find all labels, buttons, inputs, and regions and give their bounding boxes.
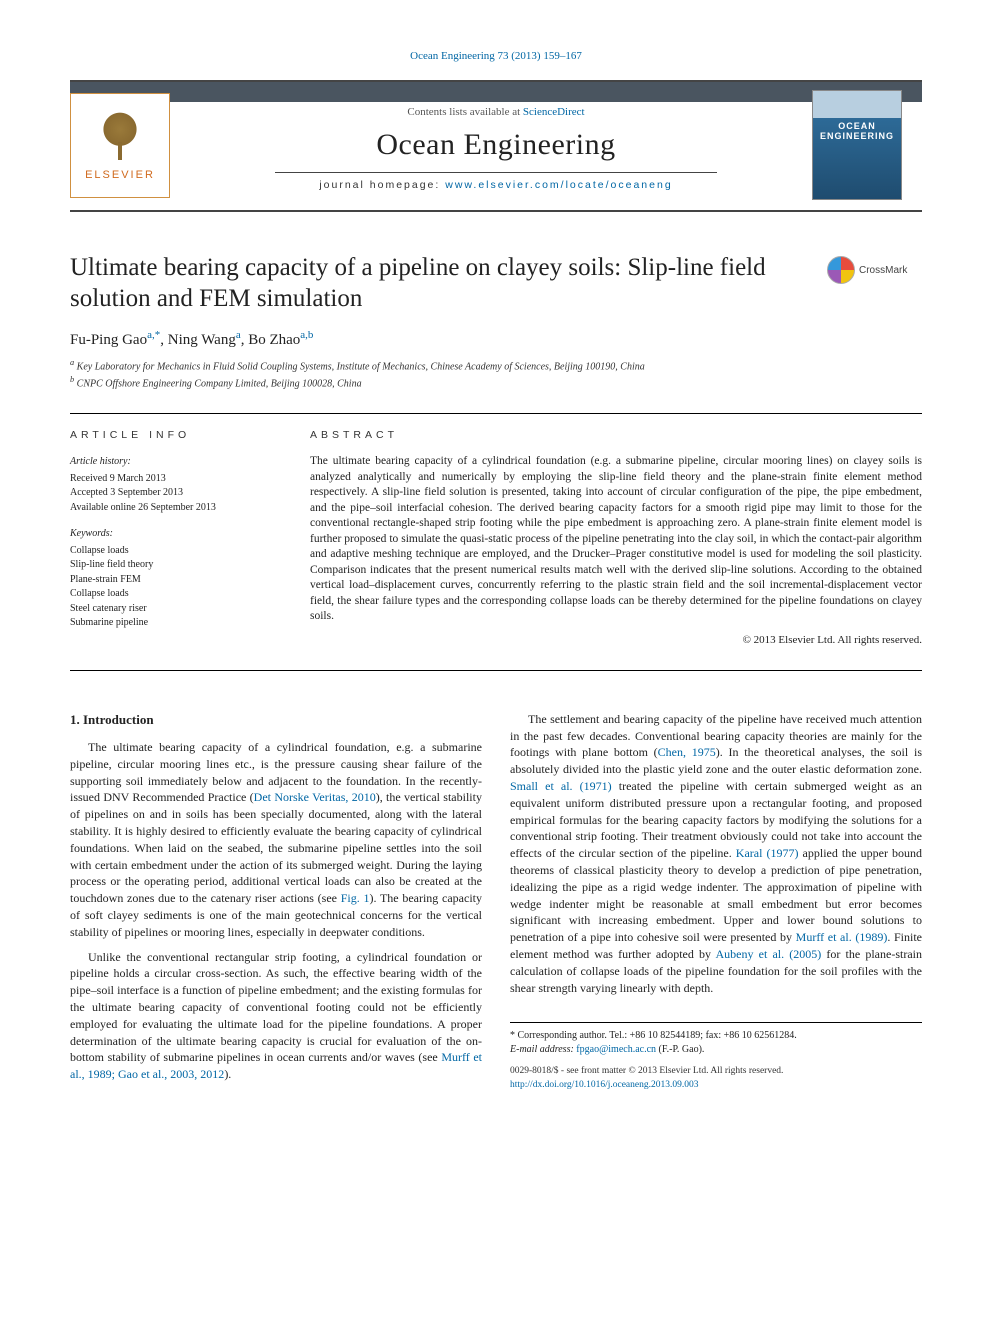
sciencedirect-link[interactable]: ScienceDirect [523,106,585,118]
email-label: E-mail address: [510,1044,576,1055]
footer-metadata: 0029-8018/$ - see front matter © 2013 El… [510,1065,922,1092]
paragraph: Unlike the conventional rectangular stri… [70,949,482,1083]
article-info: ARTICLE INFO Article history: Received 9… [70,428,270,648]
body-text: Unlike the conventional rectangular stri… [70,950,482,1014]
keyword: Collapse loads [70,544,270,559]
divider-bottom [70,670,922,671]
article-info-heading: ARTICLE INFO [70,428,270,443]
top-citation: Ocean Engineering 73 (2013) 159–167 [70,50,922,62]
journal-banner: ELSEVIER Contents lists available at Sci… [70,80,922,212]
homepage-label: journal homepage: [319,179,445,191]
body-text: ). [224,1067,231,1081]
abstract-block: ABSTRACT The ultimate bearing capacity o… [310,428,922,648]
keyword: Submarine pipeline [70,616,270,631]
keywords-heading: Keywords: [70,527,270,542]
email-suffix: (F.-P. Gao). [656,1044,704,1055]
abstract-heading: ABSTRACT [310,428,922,442]
crossmark-label: CrossMark [859,265,907,276]
keyword: Plane-strain FEM [70,573,270,588]
citation-link[interactable]: Small et al. (1971) [510,779,612,793]
received-date: Received 9 March 2013 [70,472,270,487]
publisher-name: ELSEVIER [85,169,155,181]
available-online-date: Available online 26 September 2013 [70,501,270,516]
citation-link[interactable]: Det Norske Veritas, 2010 [254,790,376,804]
keyword: Slip-line field theory [70,558,270,573]
author-1-aff: a, [147,329,155,341]
corresponding-author-footnote: * Corresponding author. Tel.: +86 10 825… [510,1022,922,1057]
publisher-logo: ELSEVIER [70,93,170,198]
contents-available: Contents lists available at ScienceDirec… [180,106,812,118]
crossmark-badge[interactable]: CrossMark [827,256,922,284]
article-body: 1. Introduction The ultimate bearing cap… [70,711,922,1092]
affiliation-b: CNPC Offshore Engineering Company Limite… [77,378,362,389]
author-1: Fu-Ping Gao [70,332,147,348]
citation-link[interactable]: Murff et al. (1989) [796,930,888,944]
article-history-heading: Article history: [70,455,270,470]
body-text: ), the vertical stability of pipelines o… [70,790,482,905]
affiliation-a: Key Laboratory for Mechanics in Fluid So… [77,361,645,372]
cover-text: OCEAN ENGINEERING [813,121,901,141]
author-sep: , [160,332,168,348]
copyright-line: © 2013 Elsevier Ltd. All rights reserved… [310,633,922,648]
keyword: Collapse loads [70,587,270,602]
section-heading-1: 1. Introduction [70,711,482,729]
affiliations: a Key Laboratory for Mechanics in Fluid … [70,357,817,392]
accepted-date: Accepted 3 September 2013 [70,486,270,501]
issn-line: 0029-8018/$ - see front matter © 2013 El… [510,1065,922,1078]
citation-link[interactable]: Chen, 1975 [658,745,716,759]
divider-top [70,413,922,414]
paragraph: The ultimate bearing capacity of a cylin… [70,739,482,941]
corr-author-line: * Corresponding author. Tel.: +86 10 825… [510,1029,922,1043]
elsevier-tree-icon [90,110,150,165]
journal-cover-thumb: OCEAN ENGINEERING [812,90,902,200]
contents-prefix: Contents lists available at [407,106,522,118]
article-title: Ultimate bearing capacity of a pipeline … [70,252,817,315]
journal-homepage: journal homepage: www.elsevier.com/locat… [275,172,717,191]
author-2: Ning Wang [168,332,236,348]
corr-email-link[interactable]: fpgao@imech.ac.cn [576,1044,656,1055]
citation-link[interactable]: Karal (1977) [736,846,799,860]
citation-link[interactable]: Aubeny et al. (2005) [716,947,822,961]
author-3: Bo Zhao [248,332,300,348]
keyword: Steel catenary riser [70,602,270,617]
author-3-aff: a,b [300,329,313,341]
body-text: employed for evaluating the ultimate loa… [70,1017,482,1065]
author-list: Fu-Ping Gaoa,*, Ning Wanga, Bo Zhaoa,b [70,329,817,349]
figure-link[interactable]: Fig. 1 [341,891,370,905]
abstract-text: The ultimate bearing capacity of a cylin… [310,454,922,625]
paragraph: The settlement and bearing capacity of t… [510,711,922,997]
doi-link[interactable]: http://dx.doi.org/10.1016/j.oceaneng.201… [510,1080,699,1090]
journal-homepage-link[interactable]: www.elsevier.com/locate/oceaneng [445,179,672,191]
top-citation-link[interactable]: Ocean Engineering 73 (2013) 159–167 [410,50,582,62]
crossmark-icon [827,256,855,284]
journal-name: Ocean Engineering [180,128,812,162]
